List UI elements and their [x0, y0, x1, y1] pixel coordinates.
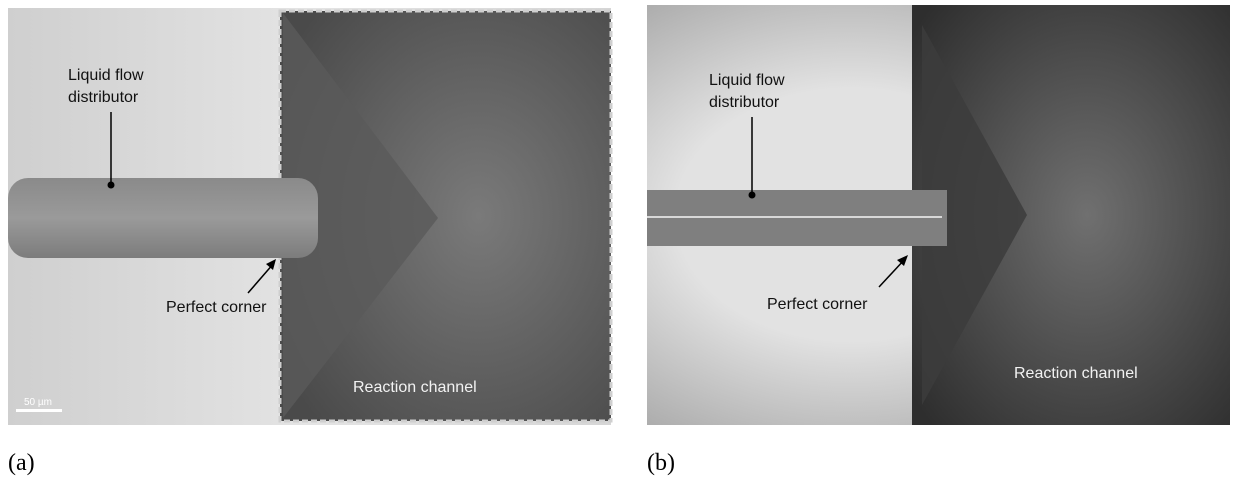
- scale-bar: [16, 409, 62, 412]
- caption: (b): [647, 450, 675, 476]
- caption: (a): [8, 450, 35, 476]
- scale-bar-label: 50 µm: [24, 397, 52, 408]
- panel-a: Liquid flow distributor Perfect corner R…: [8, 8, 611, 425]
- distributor-label: distributor: [709, 94, 780, 111]
- corner-label: Perfect corner: [767, 296, 868, 313]
- panel-b: Liquid flow distributor Perfect corner R…: [647, 5, 1230, 425]
- distributor-label: Liquid flow: [68, 67, 144, 84]
- distributor-label: Liquid flow: [709, 72, 785, 89]
- figure: Liquid flow distributor Perfect corner R…: [0, 0, 1237, 481]
- distributor-tube: [8, 178, 318, 258]
- pointer-dot: [108, 182, 115, 189]
- pointer-dot: [749, 192, 756, 199]
- distributor-label: distributor: [68, 89, 139, 106]
- corner-label: Perfect corner: [166, 299, 267, 316]
- channel-label: Reaction channel: [1014, 365, 1138, 382]
- channel-label: Reaction channel: [353, 379, 477, 396]
